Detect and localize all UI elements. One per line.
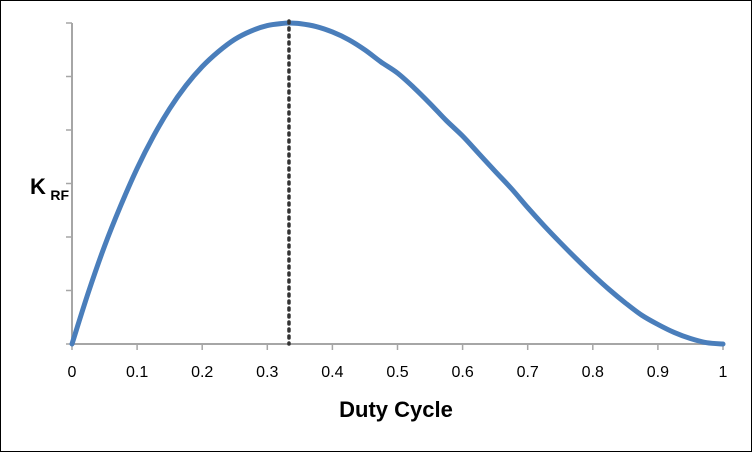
x-tick-label: 0.2 bbox=[191, 364, 213, 381]
x-tick-label: 1 bbox=[719, 364, 728, 381]
x-tick-label: 0.8 bbox=[582, 364, 604, 381]
y-axis-title-main: K bbox=[30, 174, 46, 199]
x-tick-label: 0.4 bbox=[321, 364, 343, 381]
x-tick-label: 0.6 bbox=[451, 364, 473, 381]
x-tick-label: 0.9 bbox=[647, 364, 669, 381]
x-tick-label: 0 bbox=[68, 364, 77, 381]
x-tick-label: 0.5 bbox=[386, 364, 408, 381]
series-line-0 bbox=[69, 20, 726, 347]
x-tick-label: 0.7 bbox=[517, 364, 539, 381]
x-tick-label: 0.1 bbox=[126, 364, 148, 381]
x-axis-title: Duty Cycle bbox=[339, 397, 453, 422]
series-layer bbox=[69, 20, 726, 347]
y-axis-title: K RF bbox=[30, 174, 69, 203]
x-tick-labels: 0 0.1 0.2 0.3 0.4 0.5 0.6 0.7 0.8 0.9 1 bbox=[68, 364, 728, 381]
y-axis-title-subscript: RF bbox=[50, 187, 69, 203]
x-tick-label: 0.3 bbox=[256, 364, 278, 381]
